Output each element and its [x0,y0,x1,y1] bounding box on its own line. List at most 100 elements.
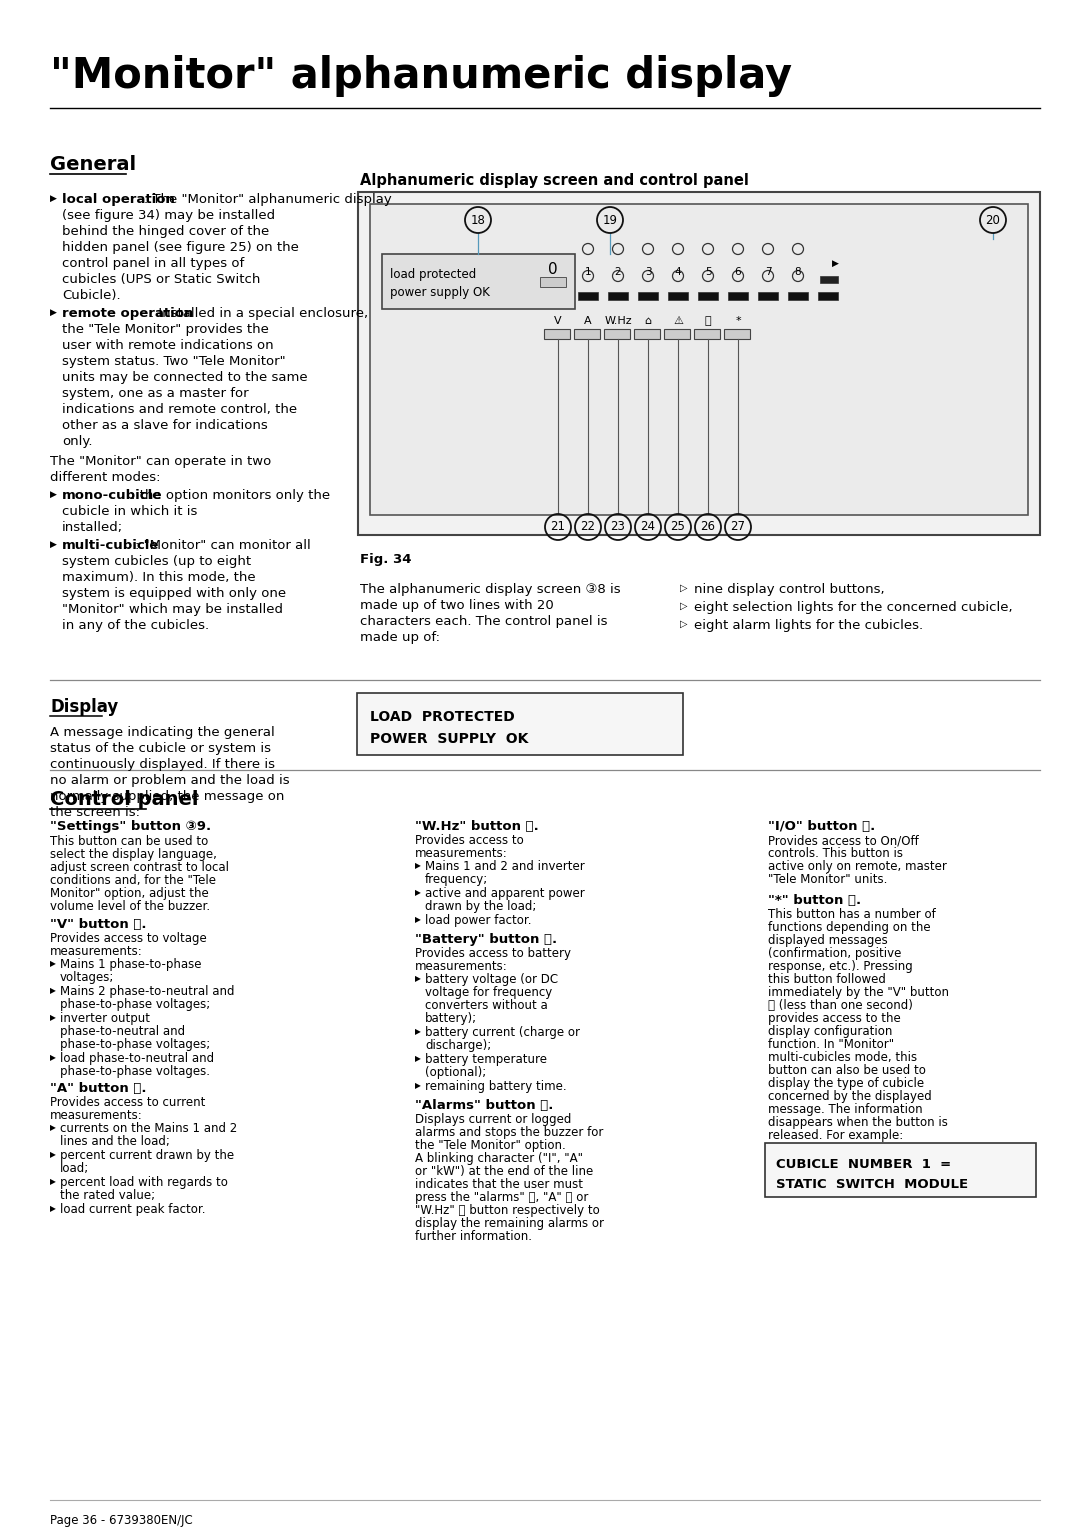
Text: "Alarms" button ⑮.: "Alarms" button ⑮. [415,1099,553,1112]
Text: POWER  SUPPLY  OK: POWER SUPPLY OK [370,731,528,747]
Text: control panel in all types of: control panel in all types of [62,257,244,270]
Text: phase-to-phase voltages.: phase-to-phase voltages. [60,1064,210,1078]
Bar [758,292,778,299]
Text: other as a slave for indications: other as a slave for indications [62,418,268,432]
Bar [573,328,600,339]
Text: Provides access to: Provides access to [415,834,524,847]
Text: ▶: ▶ [50,1203,56,1212]
Text: the "Tele Monitor" provides the: the "Tele Monitor" provides the [62,324,269,336]
Text: ⚠: ⚠ [673,316,683,325]
Text: converters without a: converters without a [426,999,548,1012]
Text: phase-to-phase voltages;: phase-to-phase voltages; [60,999,211,1011]
Text: ▶: ▶ [50,1054,56,1061]
Text: volume level of the buzzer.: volume level of the buzzer. [50,899,211,913]
Text: inverter output: inverter output [60,1012,150,1025]
Text: 6: 6 [734,267,741,276]
Text: user with remote indications on: user with remote indications on [62,339,273,353]
Text: 27: 27 [730,521,745,533]
Text: load;: load; [60,1162,90,1174]
Text: ▶: ▶ [50,1150,56,1159]
Bar [820,276,838,282]
Text: "Settings" button ③9.: "Settings" button ③9. [50,820,211,834]
Bar [608,292,627,299]
Text: ▶: ▶ [415,1054,421,1063]
Text: 26: 26 [701,521,715,533]
Text: active and apparent power: active and apparent power [426,887,584,899]
Text: 5: 5 [704,267,712,276]
Text: 21: 21 [551,521,566,533]
Text: STATIC  SWITCH  MODULE: STATIC SWITCH MODULE [777,1177,968,1191]
Text: no alarm or problem and the load is: no alarm or problem and the load is [50,774,289,786]
Text: ▶: ▶ [415,915,421,924]
Text: indications and remote control, the: indications and remote control, the [62,403,297,415]
Text: "W.Hz" button ⑬.: "W.Hz" button ⑬. [415,820,539,834]
Text: ▶: ▶ [415,1028,421,1035]
Text: provides access to the: provides access to the [768,1012,901,1025]
Text: ▷: ▷ [680,618,688,629]
Text: immediately by the "V" button: immediately by the "V" button [768,986,949,999]
Text: display configuration: display configuration [768,1025,892,1038]
Text: LOAD  PROTECTED: LOAD PROTECTED [370,710,515,724]
Text: ▶: ▶ [832,258,839,267]
Text: displayed messages: displayed messages [768,935,888,947]
Text: cubicle in which it is: cubicle in which it is [62,505,198,518]
Text: percent load with regards to: percent load with regards to [60,1176,228,1190]
Text: continuously displayed. If there is: continuously displayed. If there is [50,757,275,771]
Text: drawn by the load;: drawn by the load; [426,899,537,913]
Text: display the type of cubicle: display the type of cubicle [768,1077,924,1090]
Text: 3: 3 [645,267,651,276]
Text: in any of the cubicles.: in any of the cubicles. [62,618,210,632]
Text: eight selection lights for the concerned cubicle,: eight selection lights for the concerned… [694,602,1013,614]
Text: Alphanumeric display screen and control panel: Alphanumeric display screen and control … [360,173,748,188]
Text: display the remaining alarms or: display the remaining alarms or [415,1217,604,1231]
Text: system is equipped with only one: system is equipped with only one [62,586,286,600]
Text: behind the hinged cover of the: behind the hinged cover of the [62,224,269,238]
Bar [724,328,750,339]
Text: status of the cubicle or system is: status of the cubicle or system is [50,742,271,754]
Bar [728,292,748,299]
Text: response, etc.). Pressing: response, etc.). Pressing [768,960,913,973]
Text: "I/O" button ⑯.: "I/O" button ⑯. [768,820,875,834]
Text: measurements:: measurements: [415,847,508,860]
Bar [578,292,598,299]
Text: ▶: ▶ [415,889,421,896]
Text: controls. This button is: controls. This button is [768,847,903,860]
Text: message. The information: message. The information [768,1102,922,1116]
Text: : "Monitor" can monitor all: : "Monitor" can monitor all [135,539,311,551]
Text: 20: 20 [986,214,1000,226]
Text: system status. Two "Tele Monitor": system status. Two "Tele Monitor" [62,354,285,368]
Text: Provides access to voltage: Provides access to voltage [50,931,206,945]
Bar [694,328,720,339]
Bar [634,328,660,339]
Text: made up of:: made up of: [360,631,440,644]
Text: General: General [50,156,136,174]
Text: (see figure 34) may be installed: (see figure 34) may be installed [62,209,275,221]
Text: mono-cubicle: mono-cubicle [62,489,162,502]
Bar [788,292,808,299]
Text: eight alarm lights for the cubicles.: eight alarm lights for the cubicles. [694,618,923,632]
Text: ⑪ (less than one second): ⑪ (less than one second) [768,999,913,1012]
FancyBboxPatch shape [370,205,1028,515]
Text: the rated value;: the rated value; [60,1190,156,1202]
Text: power supply OK: power supply OK [390,286,490,299]
Text: ▷: ▷ [680,583,688,592]
Text: conditions and, for the "Tele: conditions and, for the "Tele [50,873,216,887]
Text: Provides access to On/Off: Provides access to On/Off [768,834,919,847]
Text: press the "alarms" ⑮, "A" ⑫ or: press the "alarms" ⑮, "A" ⑫ or [415,1191,589,1203]
FancyBboxPatch shape [357,693,683,754]
Text: ▶: ▶ [50,490,57,499]
Text: ▶: ▶ [415,861,421,870]
Text: remaining battery time.: remaining battery time. [426,1080,567,1093]
Text: "Monitor" which may be installed: "Monitor" which may be installed [62,603,283,615]
FancyBboxPatch shape [765,1144,1036,1197]
Text: "W.Hz" ⑬ button respectively to: "W.Hz" ⑬ button respectively to [415,1203,599,1217]
Text: ⓞ: ⓞ [704,316,712,325]
Text: Control panel: Control panel [50,789,199,809]
Text: multi-cubicles mode, this: multi-cubicles mode, this [768,1051,917,1064]
Text: ▶: ▶ [50,959,56,968]
Text: ▶: ▶ [50,1012,56,1022]
Text: load protected: load protected [390,269,476,281]
Text: phase-to-neutral and: phase-to-neutral and [60,1025,185,1038]
Text: 19: 19 [603,214,618,226]
Text: Mains 1 and 2 and inverter: Mains 1 and 2 and inverter [426,860,584,873]
